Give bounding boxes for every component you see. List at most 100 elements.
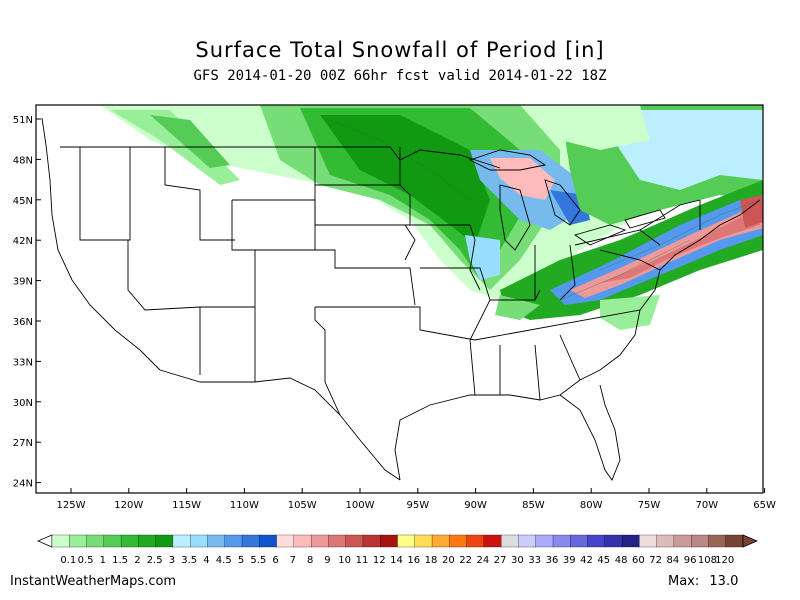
max-label: Max: bbox=[668, 574, 700, 589]
lon-label: 110W bbox=[230, 500, 259, 511]
legend-swatch bbox=[86, 534, 105, 548]
legend-swatch bbox=[431, 534, 450, 548]
lat-label: 24N bbox=[13, 479, 33, 490]
legend-swatch bbox=[138, 534, 157, 548]
legend-label: 108 bbox=[698, 555, 717, 566]
longitude-axis: 125W 120W 115W 110W 105W 100W 95W 90W 85W 80W 75W 7… bbox=[57, 488, 776, 511]
legend-label: 3.5 bbox=[181, 555, 197, 566]
legend-label: 33 bbox=[528, 555, 541, 566]
legend-swatch bbox=[691, 534, 709, 548]
lat-label: 36N bbox=[13, 317, 33, 328]
legend-label: 84 bbox=[667, 555, 680, 566]
map-subtitle: GFS 2014-01-20 00Z 66hr fcst valid 2014-… bbox=[193, 68, 607, 84]
lon-label: 90W bbox=[464, 500, 487, 511]
legend-swatch bbox=[500, 534, 519, 548]
legend-swatch bbox=[207, 534, 226, 548]
legend-label: 18 bbox=[425, 555, 438, 566]
lat-label: 42N bbox=[13, 236, 33, 247]
map-title: Surface Total Snowfall of Period [in] bbox=[195, 38, 605, 62]
legend-swatch bbox=[483, 534, 502, 548]
legend-swatch bbox=[708, 534, 727, 548]
legend-label: 1.5 bbox=[112, 555, 128, 566]
legend-swatch bbox=[673, 534, 692, 548]
legend-swatch bbox=[466, 534, 485, 548]
legend-swatch bbox=[621, 534, 640, 548]
legend-label: 39 bbox=[563, 555, 576, 566]
legend-swatch bbox=[587, 534, 606, 548]
lat-label: 48N bbox=[13, 155, 33, 166]
lon-label: 80W bbox=[580, 500, 603, 511]
lon-label: 70W bbox=[695, 500, 718, 511]
max-value: 13.0 bbox=[709, 574, 739, 589]
legend-swatch bbox=[155, 534, 174, 548]
legend-label: 8 bbox=[307, 555, 313, 566]
legend-label: 7 bbox=[290, 555, 296, 566]
legend-label: 42 bbox=[580, 555, 593, 566]
legend-label: 10 bbox=[338, 555, 351, 566]
legend-swatch bbox=[639, 534, 658, 548]
legend-arrow-right bbox=[742, 534, 759, 548]
lat-label: 45N bbox=[13, 196, 33, 207]
lon-label: 115W bbox=[172, 500, 201, 511]
legend-swatch bbox=[276, 534, 295, 548]
map-frame bbox=[35, 104, 764, 494]
legend-label: 12 bbox=[373, 555, 386, 566]
legend-swatch bbox=[190, 534, 208, 548]
legend-label: 2 bbox=[134, 555, 140, 566]
legend-swatch bbox=[656, 534, 675, 548]
lon-label: 100W bbox=[346, 500, 375, 511]
lon-label: 125W bbox=[57, 500, 86, 511]
legend-label: 6 bbox=[272, 555, 278, 566]
map-area bbox=[36, 105, 763, 493]
legend-swatch bbox=[310, 534, 329, 548]
legend-label: 3 bbox=[169, 555, 175, 566]
latitude-axis: 51N 48N 45N 42N 39N 36N 33N 30N 27N 24N bbox=[13, 115, 41, 490]
legend-swatch bbox=[103, 534, 122, 548]
legend-swatch bbox=[362, 534, 381, 548]
legend-swatch bbox=[120, 534, 139, 548]
legend-label: 48 bbox=[615, 555, 628, 566]
lat-label: 39N bbox=[13, 277, 33, 288]
lon-label: 95W bbox=[406, 500, 429, 511]
legend-swatch bbox=[224, 534, 243, 548]
legend-swatch bbox=[172, 534, 191, 548]
legend-swatch bbox=[259, 534, 278, 548]
lat-label: 51N bbox=[13, 115, 33, 126]
legend-swatch bbox=[328, 534, 347, 548]
legend-label: 14 bbox=[390, 555, 403, 566]
max-value-readout: Max: 13.0 bbox=[668, 574, 738, 589]
legend-label: 30 bbox=[511, 555, 524, 566]
legend-label: 36 bbox=[546, 555, 559, 566]
legend-swatch bbox=[552, 534, 571, 548]
state-boundaries bbox=[41, 117, 761, 481]
legend-label: 4.5 bbox=[216, 555, 232, 566]
lon-label: 75W bbox=[638, 500, 661, 511]
legend-swatch bbox=[518, 534, 537, 548]
legend-swatch bbox=[535, 534, 554, 548]
legend-swatch bbox=[293, 534, 312, 548]
lon-label: 120W bbox=[114, 500, 143, 511]
legend-swatch bbox=[69, 534, 88, 548]
legend-label: 0.5 bbox=[78, 555, 94, 566]
legend-label: 22 bbox=[459, 555, 472, 566]
legend-label: 72 bbox=[649, 555, 662, 566]
lat-label: 27N bbox=[13, 438, 33, 449]
legend-label: 0.1 bbox=[60, 555, 76, 566]
legend-label: 20 bbox=[442, 555, 455, 566]
lat-label: 33N bbox=[13, 357, 33, 368]
legend-swatch bbox=[397, 534, 416, 548]
legend-label: 120 bbox=[715, 555, 734, 566]
legend-label: 11 bbox=[356, 555, 369, 566]
legend-label: 45 bbox=[597, 555, 610, 566]
snowfall-legend: 0.1 0.5 1 1.5 2 2.5 3 3.5 4 4.5 5 5.5 6 7 8 9 10 11 12 14 16… bbox=[36, 534, 759, 566]
legend-swatch bbox=[241, 534, 260, 548]
legend-label: 9 bbox=[324, 555, 330, 566]
lat-label: 30N bbox=[13, 398, 33, 409]
legend-swatch bbox=[725, 534, 744, 548]
legend-label: 16 bbox=[407, 555, 420, 566]
legend-label: 96 bbox=[684, 555, 697, 566]
lon-label: 105W bbox=[288, 500, 317, 511]
legend-label: 5.5 bbox=[250, 555, 266, 566]
lon-label: 65W bbox=[753, 500, 776, 511]
snowfall-shading bbox=[100, 105, 763, 330]
